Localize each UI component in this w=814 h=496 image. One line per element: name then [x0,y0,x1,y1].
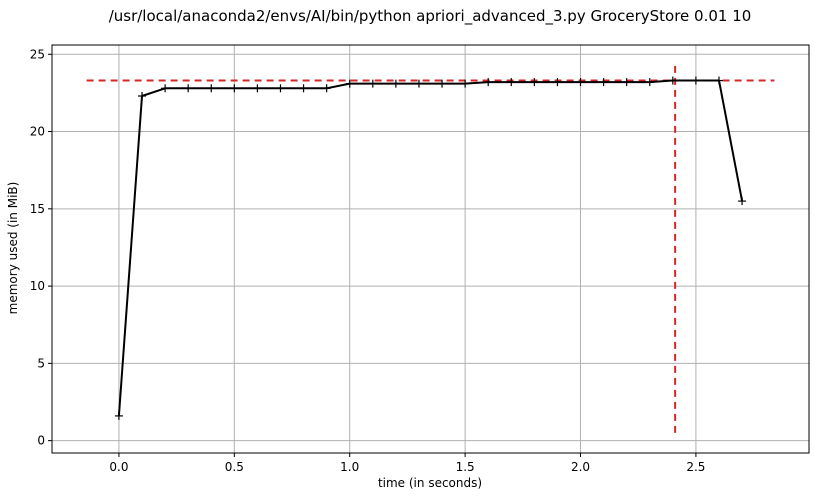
data-point-marker [691,76,700,85]
data-point-marker [438,79,447,88]
grid [52,45,809,453]
y-tick-label: 5 [37,356,45,370]
data-point-marker [391,79,400,88]
data-point-marker [576,78,585,87]
data-point-marker [714,76,723,85]
ticks: 0.0 0.5 1.0 1.5 2.0 2.5 0 5 10 15 20 25 [30,47,706,474]
data-point-marker [484,78,493,87]
data-point-marker [322,84,331,93]
data-point-marker [207,84,216,93]
y-tick-label: 20 [30,125,45,139]
data-point-marker [599,78,608,87]
data-point-marker [184,84,193,93]
memory-series-line [117,79,744,416]
data-point-marker [553,78,562,87]
data-point-marker [414,79,423,88]
chart-title: /usr/local/anaconda2/envs/AI/bin/python … [109,7,752,26]
x-tick-label: 2.0 [571,460,590,474]
y-axis-label: memory used (in MiB) [6,182,20,315]
y-tick-label: 10 [30,279,45,293]
data-point-marker [461,79,470,88]
data-point-marker [645,78,654,87]
data-point-marker [114,411,123,420]
data-point-marker [299,84,308,93]
data-point-marker [253,84,262,93]
y-tick-label: 25 [30,47,45,61]
plot-frame [51,44,810,454]
x-tick-label: 0.0 [109,460,128,474]
data-point-marker [668,76,677,85]
y-tick-label: 0 [37,434,45,448]
data-point-marker [507,78,516,87]
data-point-marker [138,92,147,100]
y-tick-label: 15 [30,202,45,216]
x-tick-label: 1.5 [456,460,475,474]
data-point-marker [276,84,285,93]
x-tick-label: 1.0 [340,460,359,474]
data-point-marker [530,78,539,87]
x-axis-label: time (in seconds) [378,476,482,490]
x-tick-label: 2.5 [686,460,705,474]
data-point-marker [368,79,377,88]
data-point-marker [161,84,170,93]
x-tick-label: 0.5 [225,460,244,474]
series-layer [114,76,747,420]
data-point-marker [230,84,239,93]
data-point-marker [738,197,747,206]
reference-lines [86,65,775,433]
data-point-marker [622,78,631,87]
data-point-marker [345,79,354,88]
